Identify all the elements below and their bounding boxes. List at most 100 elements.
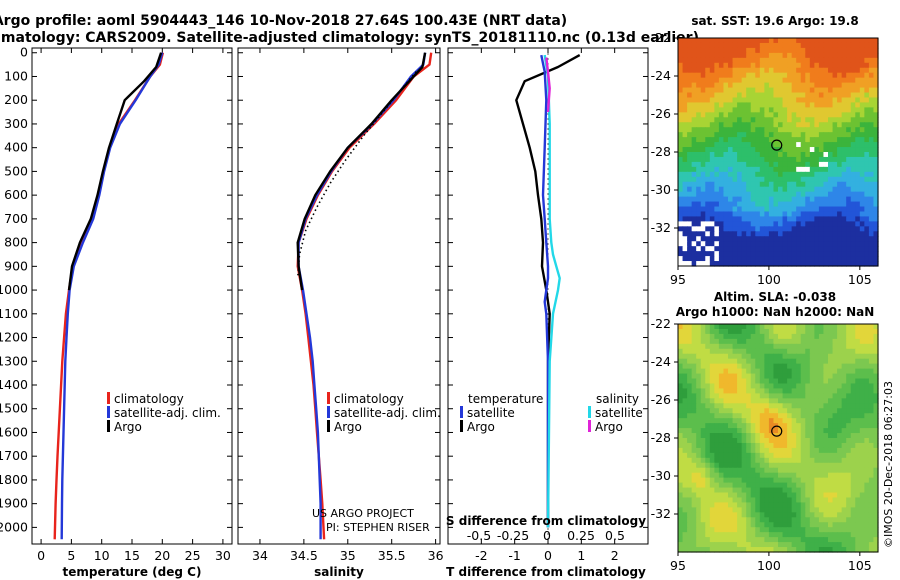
map-cell: [800, 62, 806, 69]
map-cell: [696, 261, 702, 267]
map-cell: [818, 142, 825, 148]
map-cell: [750, 512, 756, 518]
map-cell: [782, 102, 788, 108]
map-cell: [750, 428, 756, 434]
map-cell: [814, 472, 820, 479]
map-cell: [809, 408, 815, 414]
map-cell: [832, 348, 838, 355]
map-cell: [791, 452, 797, 459]
map-cell: [855, 447, 861, 454]
map-cell: [864, 353, 870, 360]
map-cell: [823, 47, 829, 54]
map-cell: [682, 343, 688, 350]
diff-legend-swatch-sal-argo: [588, 420, 591, 432]
map-cell: [764, 67, 770, 74]
map-cell: [700, 122, 706, 128]
map-cell: [687, 333, 693, 340]
map-cell: [705, 176, 711, 183]
map-cell: [814, 241, 820, 247]
map-cell: [750, 147, 756, 153]
map-cell: [800, 368, 806, 375]
map-cell: [700, 261, 706, 267]
map-cell: [837, 107, 843, 113]
map-cell: [714, 38, 720, 44]
map-cell: [678, 497, 684, 504]
map-cell: [823, 398, 829, 404]
map-cell: [800, 418, 806, 424]
map-cell: [678, 358, 684, 365]
map-cell: [750, 122, 756, 128]
map-cell: [709, 137, 715, 143]
map-cell: [818, 67, 825, 74]
map-cell: [746, 57, 752, 64]
map-cell: [859, 527, 865, 533]
map-cell: [768, 251, 775, 257]
map-cell: [741, 537, 747, 543]
map-cell: [814, 418, 820, 424]
map-cell: [755, 42, 761, 49]
map-cell: [850, 477, 856, 484]
map-cell: [737, 107, 743, 113]
map-cell: [709, 102, 715, 108]
map-cell: [823, 181, 829, 188]
map-cell: [732, 152, 738, 158]
map-cell: [796, 502, 802, 508]
map-cell: [818, 383, 825, 390]
map-cell: [855, 433, 861, 439]
map-cell: [855, 477, 861, 484]
map-cell: [732, 102, 738, 108]
map-cell: [705, 206, 711, 213]
map-cell: [805, 142, 811, 148]
map-cell: [850, 452, 856, 459]
map-cell: [723, 97, 729, 104]
map-cell: [718, 206, 725, 213]
map-cell: [823, 87, 829, 94]
map-cell: [723, 216, 729, 222]
map-cell: [764, 226, 770, 232]
map-cell: [741, 156, 747, 163]
map-cell: [696, 462, 702, 469]
map-cell: [723, 418, 729, 424]
map-cell: [700, 87, 706, 94]
map-cell: [718, 196, 725, 203]
map-cell: [791, 191, 797, 198]
map-cell: [723, 236, 729, 242]
map-cell: [800, 181, 806, 188]
map-cell: [814, 166, 820, 173]
map-cell: [846, 433, 852, 439]
map-cell: [750, 522, 756, 528]
map-cell: [700, 161, 706, 168]
map-cell: [800, 324, 806, 330]
map-cell: [696, 92, 702, 99]
map-cell: [750, 413, 756, 419]
map-cell: [864, 107, 870, 113]
map-cell: [809, 226, 815, 232]
map-cell: [750, 102, 756, 108]
map-cell: [846, 388, 852, 394]
map-cell: [728, 353, 734, 360]
map-cell: [678, 324, 684, 330]
map-cell: [728, 92, 734, 99]
imos-credit: ©IMOS 20-Dec-2018 06:27:03: [882, 381, 895, 548]
map-cell: [823, 251, 829, 257]
map-cell: [691, 77, 697, 84]
map-cell: [800, 457, 806, 464]
map-cell: [868, 462, 875, 469]
map-cell: [737, 532, 743, 538]
map-cell: [864, 413, 870, 419]
map-cell: [678, 333, 684, 340]
map-cell: [714, 142, 720, 148]
map-cell: [859, 433, 865, 439]
map-cell: [791, 47, 797, 54]
map-cell: [696, 156, 702, 163]
map-cell: [691, 112, 697, 118]
map-cell: [778, 542, 784, 548]
map-cell: [873, 383, 879, 390]
map-cell: [791, 211, 797, 218]
map-cell: [759, 127, 765, 133]
map-cell: [864, 512, 870, 518]
map-cell: [796, 517, 802, 523]
map-cell: [796, 122, 802, 128]
map-cell: [814, 152, 820, 158]
map-cell: [705, 127, 711, 133]
